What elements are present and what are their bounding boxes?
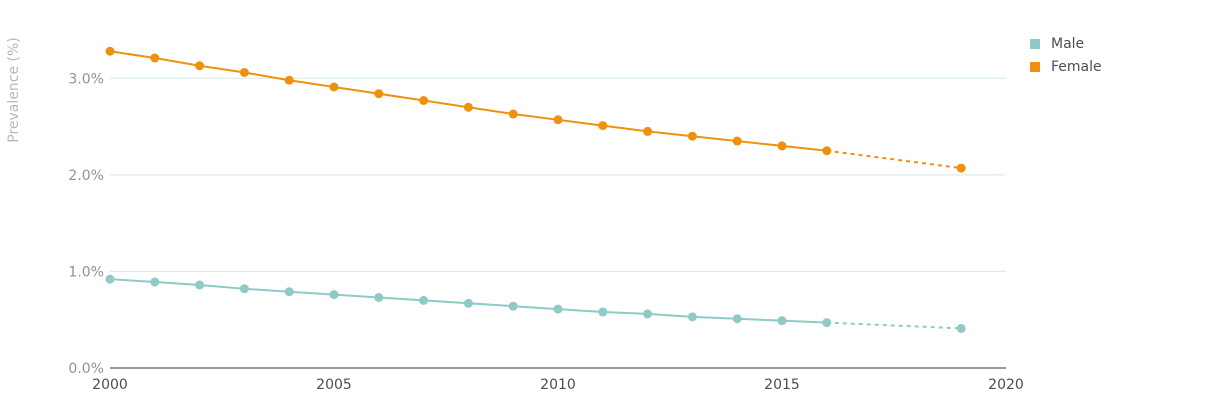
data-point-female bbox=[687, 131, 697, 141]
data-point-female bbox=[956, 163, 966, 173]
data-point-male bbox=[195, 280, 205, 290]
legend-swatch-male bbox=[1030, 38, 1040, 49]
data-point-female bbox=[643, 126, 653, 136]
series-line-projection-male bbox=[826, 321, 962, 330]
data-point-female bbox=[419, 95, 429, 105]
legend: Male Female bbox=[1030, 32, 1102, 78]
data-point-female bbox=[598, 121, 608, 131]
x-tick-label: 2005 bbox=[316, 377, 352, 393]
data-point-male bbox=[150, 277, 160, 287]
series-male bbox=[105, 274, 966, 333]
x-tick-label: 2010 bbox=[540, 377, 576, 393]
series-line-projection-female bbox=[826, 149, 962, 170]
x-tick-label: 2020 bbox=[988, 377, 1024, 393]
data-point-male bbox=[374, 293, 384, 303]
series-layer bbox=[105, 46, 966, 333]
data-point-female bbox=[732, 136, 742, 146]
data-point-female bbox=[195, 61, 205, 71]
data-point-male bbox=[956, 323, 966, 333]
data-point-male bbox=[105, 274, 115, 284]
y-tick-label: 2.0% bbox=[68, 168, 104, 184]
data-point-male bbox=[553, 304, 563, 314]
data-point-male bbox=[463, 298, 473, 308]
data-point-male bbox=[777, 316, 787, 326]
data-point-female bbox=[553, 115, 563, 125]
x-tick-label: 2000 bbox=[92, 377, 128, 393]
y-tick-label: 1.0% bbox=[68, 264, 104, 280]
data-point-male bbox=[643, 309, 653, 319]
legend-label-female: Female bbox=[1051, 58, 1102, 75]
data-point-female bbox=[239, 67, 249, 77]
y-tick-label: 3.0% bbox=[68, 71, 104, 87]
y-tick-label: 0.0% bbox=[68, 361, 104, 377]
data-point-female bbox=[284, 75, 294, 85]
series-female bbox=[105, 46, 966, 173]
y-axis-title: Prevalence (%) bbox=[6, 37, 22, 143]
x-tick-label: 2015 bbox=[764, 377, 800, 393]
data-point-male bbox=[732, 314, 742, 324]
data-point-female bbox=[105, 46, 115, 56]
data-point-male bbox=[687, 312, 697, 322]
data-point-male bbox=[329, 290, 339, 300]
data-point-female bbox=[508, 109, 518, 119]
data-point-male bbox=[419, 295, 429, 305]
data-point-female bbox=[150, 53, 160, 63]
data-point-male bbox=[239, 284, 249, 294]
legend-item-male[interactable]: Male bbox=[1030, 32, 1102, 55]
legend-item-female[interactable]: Female bbox=[1030, 55, 1102, 78]
series-line-female bbox=[109, 50, 827, 152]
legend-swatch-female bbox=[1030, 61, 1040, 72]
axis-layer: 0.0% 1.0% 2.0% 3.0% 2000 2005 2010 2015 2020 bbox=[68, 71, 1023, 393]
data-point-female bbox=[374, 89, 384, 99]
data-point-male bbox=[598, 307, 608, 317]
data-point-female bbox=[463, 102, 473, 112]
data-point-female bbox=[329, 82, 339, 92]
data-point-male bbox=[822, 318, 832, 328]
data-point-male bbox=[284, 287, 294, 297]
grid-layer bbox=[110, 77, 1006, 369]
data-point-male bbox=[508, 301, 518, 311]
legend-label-male: Male bbox=[1051, 35, 1085, 52]
data-point-female bbox=[822, 146, 832, 156]
data-point-female bbox=[777, 141, 787, 151]
